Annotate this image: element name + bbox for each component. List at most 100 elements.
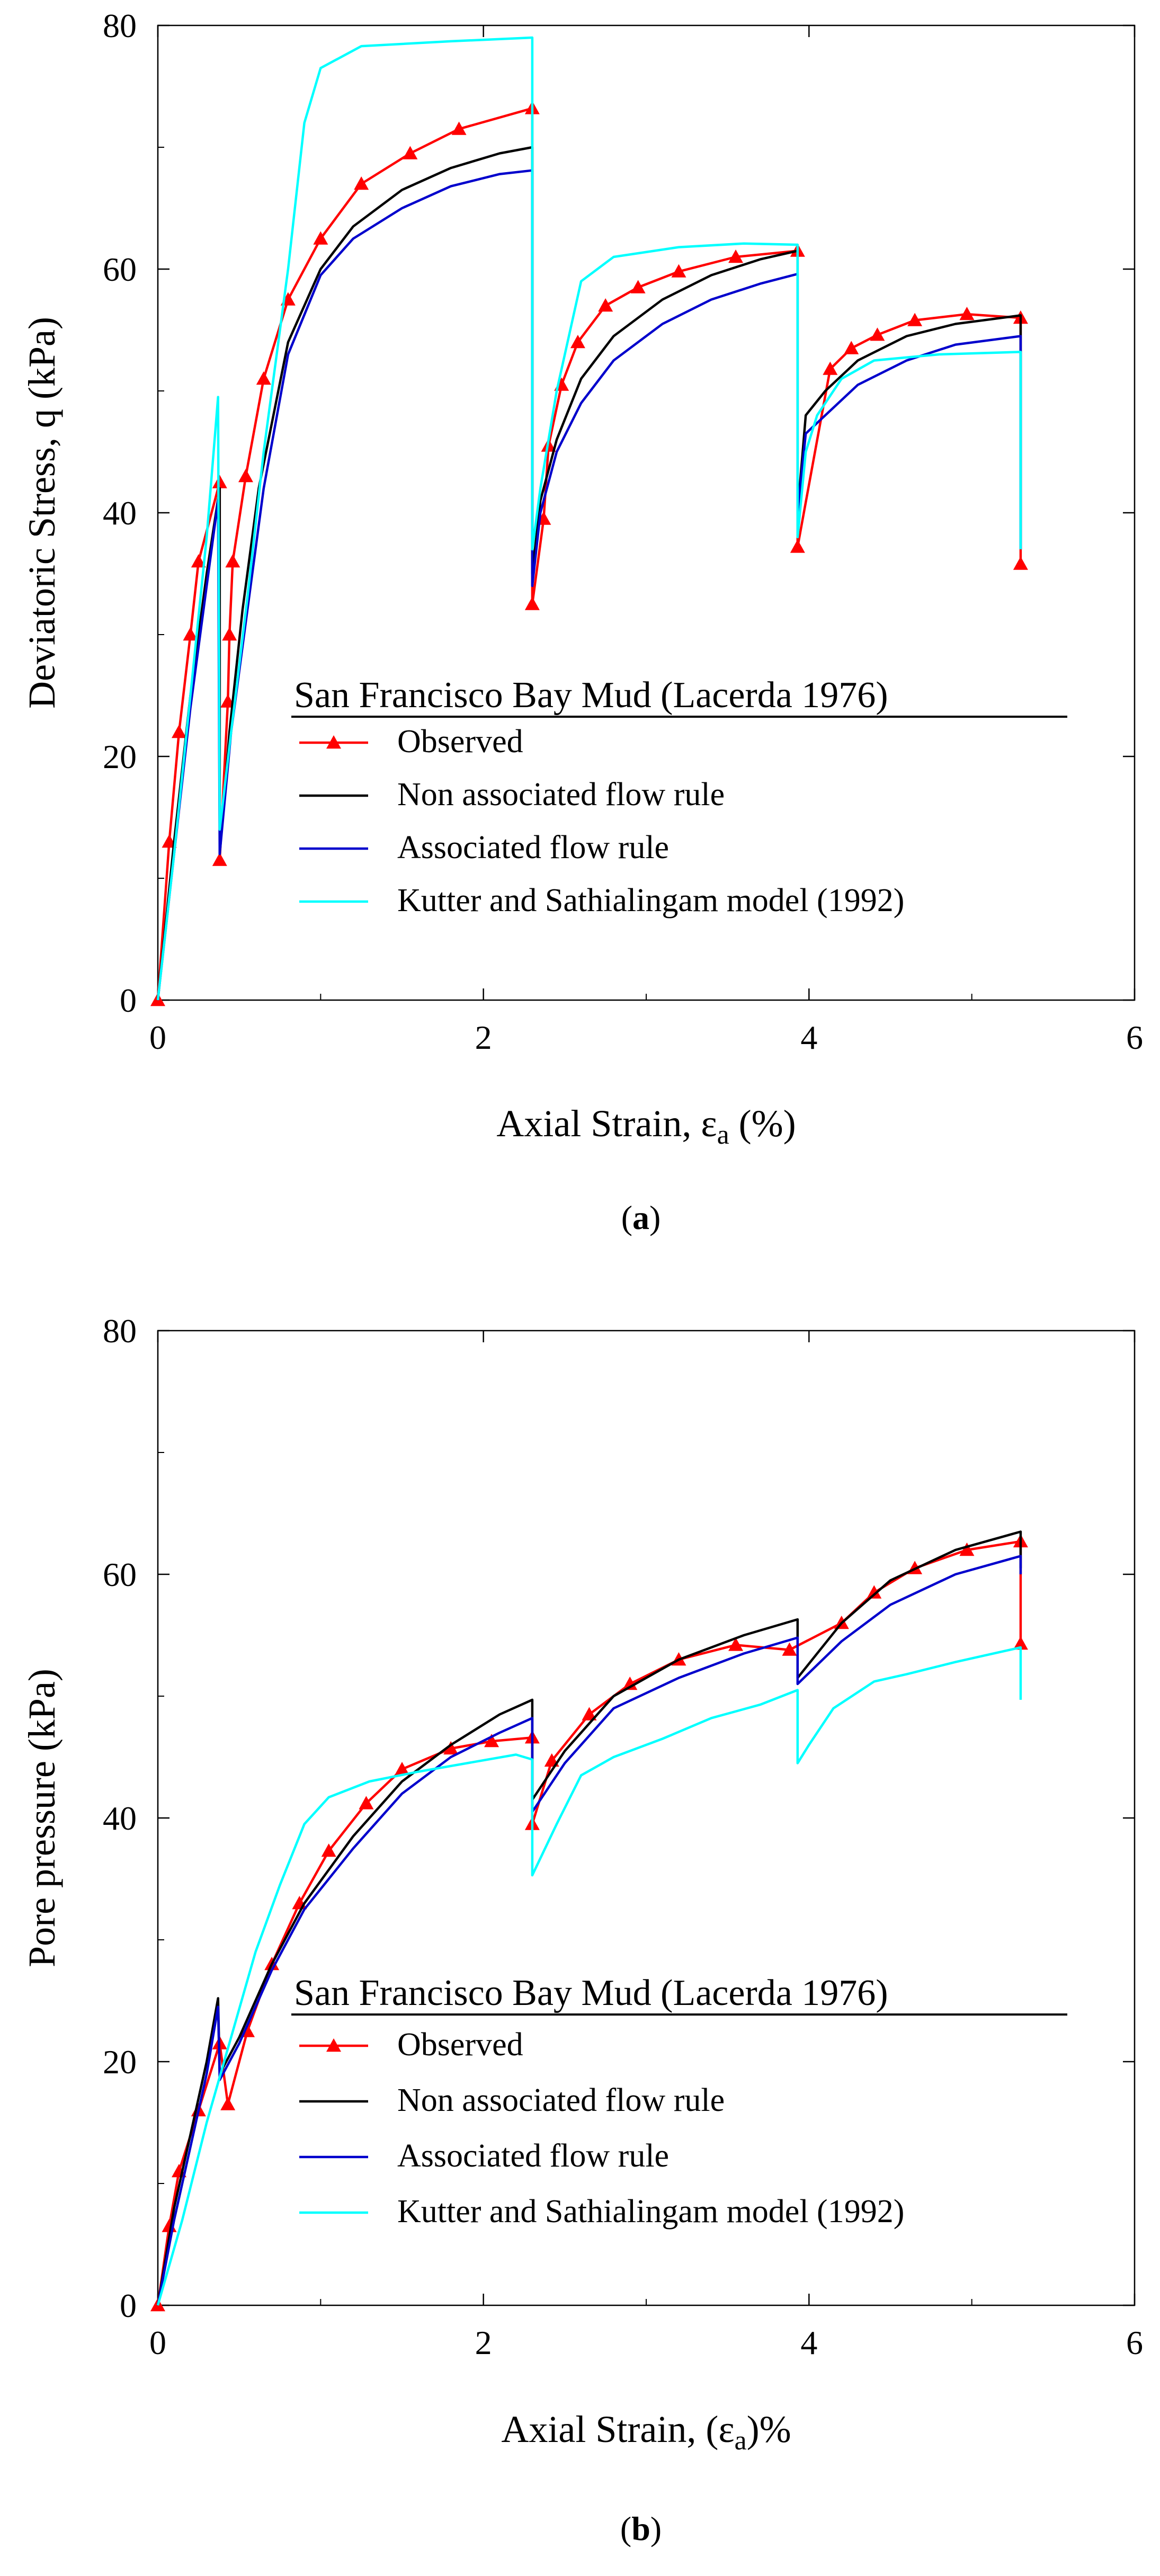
series-kutter — [156, 36, 1022, 1001]
legend-label: Observed — [397, 2027, 523, 2063]
data-point — [630, 280, 646, 293]
data-point — [359, 1796, 374, 1810]
y-tick-label: 0 — [120, 2287, 137, 2324]
legend-title: San Francisco Bay Mud (Lacerda 1976) — [294, 675, 888, 716]
legend-title: San Francisco Bay Mud (Lacerda 1976) — [294, 1973, 888, 2013]
data-point — [728, 1637, 744, 1651]
y-tick-label: 20 — [103, 738, 137, 776]
data-point — [728, 249, 744, 263]
y-axis-title: Deviatoric Stress, q (kPa) — [21, 317, 63, 709]
caption-close: ) — [649, 1199, 661, 1236]
legend-swatch-marker — [326, 2038, 341, 2052]
data-point — [222, 627, 237, 641]
x-tick-label: 2 — [475, 2324, 492, 2361]
x-tick-label: 0 — [149, 1019, 166, 1056]
series-line-assoc — [156, 1555, 1022, 2306]
legend-label: Kutter and Sathialingam model (1992) — [397, 2194, 904, 2230]
data-point — [443, 1741, 459, 1755]
x-axis-title-sub: a — [735, 2426, 747, 2456]
figure-caption: (a) — [621, 1199, 661, 1236]
data-point — [1013, 556, 1028, 570]
y-tick-label: 0 — [120, 982, 137, 1019]
data-point — [622, 1677, 638, 1690]
data-point — [321, 1843, 336, 1857]
data-point — [790, 539, 805, 553]
legend-entry-kutter: Kutter and Sathialingam model (1992) — [299, 2194, 904, 2230]
data-point — [870, 327, 885, 341]
data-point — [823, 361, 838, 375]
caption-open: ( — [620, 2510, 631, 2547]
series-assoc — [156, 169, 1022, 1001]
series-assoc — [156, 1555, 1022, 2306]
legend-entry-kutter: Kutter and Sathialingam model (1992) — [299, 883, 904, 919]
legend-entry-observed: Observed — [299, 2027, 523, 2063]
x-axis-title: Axial Strain, (εa)% — [501, 2408, 791, 2456]
data-point — [782, 1642, 797, 1656]
data-point — [238, 469, 253, 483]
figure-caption: (b) — [620, 2510, 662, 2547]
legend-entry-observed: Observed — [299, 724, 523, 760]
data-point — [582, 1707, 597, 1721]
legend-label: Associated flow rule — [397, 830, 669, 866]
legend-entry-nonassoc: Non associated flow rule — [299, 777, 725, 813]
x-tick-label: 2 — [475, 1019, 492, 1056]
x-tick-label: 0 — [149, 2324, 166, 2361]
data-point — [220, 2097, 236, 2110]
x-axis-title-sub: a — [717, 1120, 729, 1150]
legend: San Francisco Bay Mud (Lacerda 1976) Obse… — [291, 1973, 1067, 2230]
legend-label: Non associated flow rule — [397, 777, 725, 813]
data-point — [844, 341, 859, 354]
legend-entry-assoc: Associated flow rule — [299, 2138, 669, 2174]
series-line-observed — [156, 107, 1022, 1001]
series-line-kutter — [156, 36, 1022, 1001]
y-tick-label: 40 — [103, 1799, 137, 1837]
series-line-kutter — [156, 1646, 1022, 2306]
data-point — [598, 298, 613, 312]
data-point — [183, 627, 198, 641]
data-point — [256, 371, 271, 385]
data-point — [212, 852, 227, 866]
caption-open: ( — [621, 1199, 632, 1236]
legend-label: Kutter and Sathialingam model (1992) — [397, 883, 904, 919]
y-tick-label: 60 — [103, 1556, 137, 1593]
x-axis-title-tail: (%) — [729, 1102, 796, 1145]
y-tick-label: 40 — [103, 494, 137, 532]
caption-close: ) — [650, 2510, 662, 2547]
data-point — [354, 176, 369, 190]
legend-entry-nonassoc: Non associated flow rule — [299, 2082, 725, 2118]
legend: San Francisco Bay Mud (Lacerda 1976) Obse… — [291, 675, 1067, 919]
caption-letter: a — [632, 1199, 649, 1236]
series-kutter — [156, 1646, 1022, 2306]
data-point — [212, 475, 227, 488]
data-point — [171, 725, 186, 738]
y-axis-title: Pore pressure (kPa) — [21, 1669, 63, 1967]
x-tick-label: 6 — [1126, 2324, 1143, 2361]
x-tick-label: 6 — [1126, 1019, 1143, 1056]
x-axis-title-main: Axial Strain, ε — [496, 1102, 717, 1145]
data-point — [395, 1762, 409, 1776]
caption-letter: b — [631, 2510, 650, 2547]
y-tick-label: 20 — [103, 2043, 137, 2081]
data-point — [484, 1734, 499, 1748]
data-point — [313, 231, 328, 245]
x-tick-label: 4 — [800, 1019, 817, 1056]
data-point — [225, 554, 240, 568]
legend-label: Non associated flow rule — [397, 2082, 725, 2118]
legend-entry-assoc: Associated flow rule — [299, 830, 669, 866]
series-line-nonassoc — [156, 1530, 1022, 2306]
data-point — [451, 121, 467, 135]
y-tick-label: 80 — [103, 1312, 137, 1350]
legend-label: Associated flow rule — [397, 2138, 669, 2174]
y-tick-label: 80 — [103, 7, 137, 44]
data-point — [959, 307, 975, 320]
data-point — [570, 335, 585, 349]
legend-swatch-marker — [326, 735, 341, 749]
data-point — [524, 596, 540, 610]
x-axis-title-tail: )% — [747, 2408, 791, 2450]
data-point — [959, 1543, 975, 1556]
legend-label: Observed — [397, 724, 523, 760]
data-point — [191, 554, 206, 568]
